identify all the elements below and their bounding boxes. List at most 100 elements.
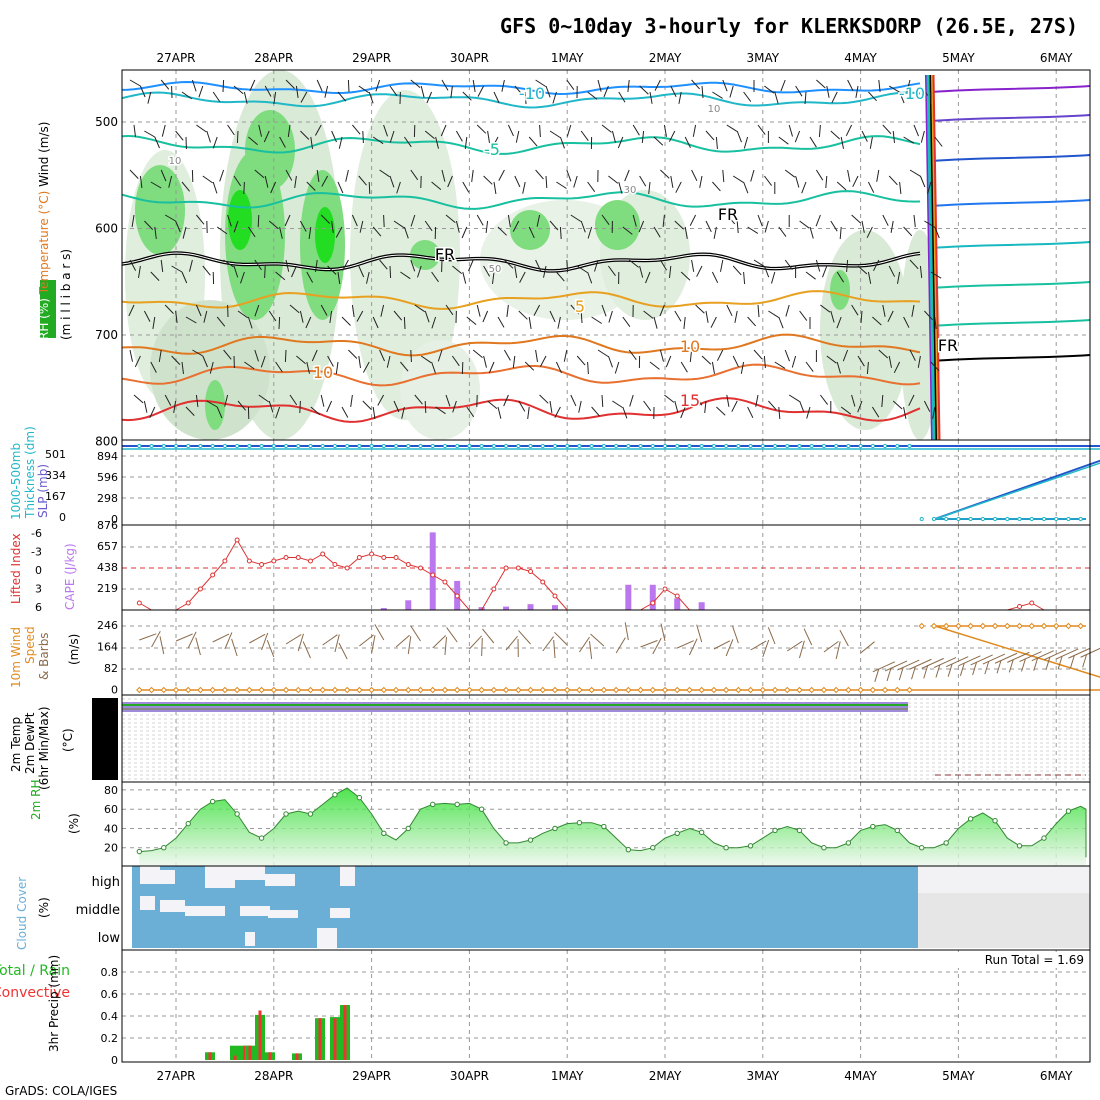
cloud-row-0: high [92, 875, 120, 890]
date-label-top-5: 2MAY [649, 51, 682, 65]
wind-tick-2: 82 [104, 662, 118, 675]
slp-point-48 [724, 443, 729, 449]
wind-speed-point-56 [820, 686, 828, 694]
slp-point-66 [944, 516, 949, 522]
slp-point-16 [332, 443, 338, 449]
wind-speed-point-45 [686, 686, 693, 694]
li-point-30 [503, 565, 509, 571]
slp-point-4 [186, 443, 191, 449]
slp-point-34 [552, 443, 558, 449]
cape-tick-3: 219 [97, 582, 118, 595]
slp-point-22 [406, 443, 411, 449]
slp-point-21 [393, 443, 399, 449]
post-line-5 [931, 281, 1091, 289]
slp-point-25 [442, 443, 448, 449]
precip-tick-4: 0 [111, 1054, 118, 1067]
rh2m-point-2 [161, 845, 167, 851]
wind-speed-point-63 [906, 686, 913, 694]
slp-point-75 [1054, 516, 1059, 522]
cloud-gap-10 [268, 910, 298, 918]
precip-conv-bar-1 [233, 1055, 237, 1060]
cape-bar-8 [625, 584, 632, 610]
date-label-bottom-2: 29APR [352, 1069, 391, 1083]
wind-speed-point-27 [466, 686, 473, 694]
li-point-33 [540, 579, 546, 585]
cloud-gap-6 [140, 896, 155, 910]
upper-axis-title-part-0: RH (%) [37, 294, 51, 340]
date-label-bottom-3: 30APR [450, 1069, 489, 1083]
slp-point-1 [149, 443, 154, 449]
cape-bar-7 [551, 605, 558, 610]
wind-speed-point-19 [368, 686, 375, 694]
cloud-gap-9 [240, 906, 270, 916]
wind-speed-point-20 [380, 686, 388, 694]
li-tick-2: 0 [35, 564, 42, 577]
cloud-gap-4 [265, 874, 295, 886]
rh2m-area [139, 788, 1087, 866]
contour-label-0: -10 [519, 84, 545, 103]
contour-label-12: 50 [489, 264, 502, 275]
slp-point-12 [283, 443, 289, 449]
slp-point-71 [1005, 516, 1010, 522]
contour-label-7: FR [718, 205, 738, 224]
li-point-34 [552, 593, 558, 599]
run-total-bg [885, 952, 1088, 968]
slp-point-72 [1017, 516, 1022, 522]
wind-speed-point-57 [832, 686, 840, 694]
wind-speed-point-61 [881, 686, 889, 694]
cape-bar-10 [674, 598, 681, 610]
slp-point-73 [1029, 516, 1034, 522]
precip-label-c: 3hr Precip (mm) [47, 955, 61, 1052]
wind-speed-point-1 [148, 686, 155, 694]
cloud-gap-0 [140, 866, 160, 884]
li-point-22 [405, 562, 411, 567]
rh2m-point-56 [821, 845, 827, 851]
rh-shading [122, 70, 1090, 440]
temp-band [122, 702, 908, 712]
upper-axis-title-part-2: Wind (m/s) [37, 122, 51, 187]
wind-speed-point-44 [674, 686, 681, 694]
wind-speed-point-32 [527, 686, 534, 694]
slp-point-0 [137, 443, 142, 449]
rh2m-point-46 [698, 829, 705, 836]
slp-point-20 [381, 443, 386, 449]
slp-point-69 [980, 516, 985, 522]
slp-point-11 [271, 443, 276, 449]
wind-speed-point-2 [160, 686, 167, 694]
date-label-bottom-5: 2MAY [649, 1069, 682, 1083]
post-line-4 [931, 241, 1091, 249]
slp-point-7 [222, 443, 227, 449]
wind-speed-point-49 [735, 686, 742, 694]
slp-label-thickness-a: 1000-500mb [9, 443, 23, 520]
contour-label-1: -10 [899, 84, 925, 103]
rh2m-point-20 [381, 830, 387, 836]
rh2m-point-12 [283, 811, 289, 817]
date-label-top-1: 28APR [254, 51, 293, 65]
wind-label-c: & Barbs [37, 632, 51, 680]
contour-label-6: 15 [680, 391, 700, 410]
wind-speed-point-42 [649, 686, 656, 694]
slp-point-35 [565, 443, 570, 449]
cape-tick-0: 876 [97, 519, 118, 532]
slp-left-tick-3: 0 [59, 511, 66, 524]
li-tick-1: -3 [31, 546, 42, 559]
rh2m-tick-1: 60 [104, 803, 118, 816]
wind-speed-point-34 [551, 686, 559, 694]
wind-speed-point-28 [478, 686, 485, 694]
temp-tick-block [92, 698, 118, 780]
rh2m-point-0 [136, 848, 143, 855]
slp-point-37 [589, 443, 594, 449]
wind-speed-point-41 [637, 686, 644, 694]
slp-point-41 [638, 443, 643, 449]
slp-point-50 [748, 443, 753, 449]
wind-label-a: 10m Wind [9, 627, 23, 688]
wind-speed-point-14 [307, 686, 314, 694]
li-point-32 [528, 569, 534, 574]
rh-green-5 [595, 200, 640, 250]
wind-speed-point-29 [490, 686, 498, 694]
contour-label-4: 10 [680, 337, 700, 356]
wind-speed-point-74 [1040, 622, 1048, 630]
slp-right-tick-1: 596 [97, 471, 118, 484]
rh2m-point-64 [919, 845, 925, 851]
upper-axis-title: RH (%) Temperature (°C) Wind (m/s) [37, 122, 51, 340]
